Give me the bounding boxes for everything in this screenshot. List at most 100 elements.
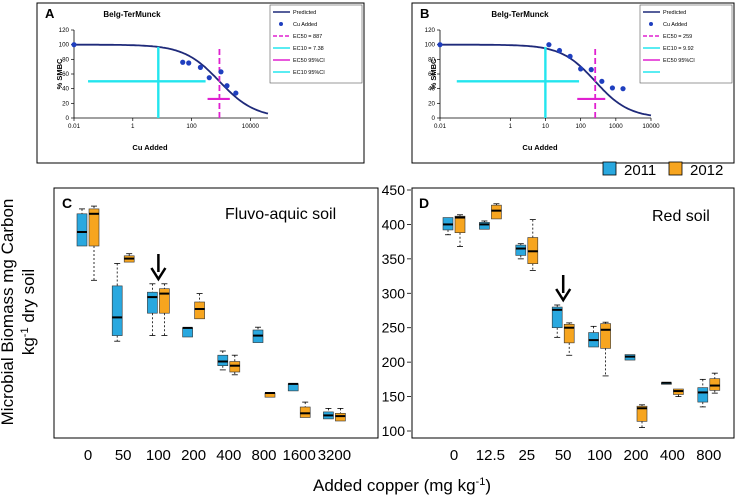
panel-d-x-tick-label: 400: [660, 447, 685, 464]
panel-d-y-tick-label: 450: [382, 182, 406, 198]
ylabel-line2-sup: -1: [19, 327, 31, 337]
panel-a-cu-point: [71, 42, 77, 48]
panel-c-x-tick-label: 800: [251, 447, 276, 464]
panel-a: A Belg-TerMunck Cu Added % SMBC 0.01 1 100…: [36, 2, 365, 164]
shared-xlabel: Added copper (mg kg-1): [313, 476, 491, 495]
panel-c-x-tick-label: 1600: [283, 447, 316, 464]
panel-c-x-tick-label: 200: [181, 447, 206, 464]
panel-a-y-tick-label: 0: [66, 115, 70, 122]
panel-a-y-tick-label: 20: [62, 100, 69, 107]
panel-d-y-tick-label: 250: [382, 320, 406, 336]
panel-b-y-tick-label: 100: [425, 42, 436, 49]
year-legend: 2011 2012: [602, 161, 723, 179]
legend-a-ec10ci: EC10 95%CI: [293, 70, 325, 76]
panel-b-cu-point: [620, 86, 626, 92]
panel-a-y-tick-label: 80: [62, 56, 69, 63]
panel-c-box-2012: [159, 288, 170, 314]
legend-b-ec50: EC50 = 259: [663, 34, 692, 40]
panel-b-cu-point: [588, 67, 594, 73]
panel-d-box-2011: [515, 244, 527, 256]
panel-a-x-tick-label: 10000: [242, 123, 260, 130]
legend-b-predicted: Predicted: [663, 10, 686, 16]
legend-a-ec50ci: EC50 95%CI: [293, 58, 325, 64]
panel-d-box-2012: [636, 405, 648, 422]
panel-a-legend: Predicted Cu Added EC50 = 887 EC10 = 7.3…: [269, 4, 363, 84]
panel-b-cu-point: [556, 47, 563, 54]
panel-c-x-tick-label: 3200: [318, 447, 351, 464]
panel-a-plot: 0.01 1 100 10000 0 20 40 60 80 100 120: [59, 27, 269, 130]
panel-d: D Red soil 100 150 200 250 300 350 400 450 0 12.5…: [382, 182, 735, 464]
panel-a-label: A: [45, 6, 55, 21]
panel-c-box-2012: [229, 361, 241, 373]
panel-b-y-tick-label: 60: [428, 71, 435, 78]
panel-c-x-tick-label: 50: [115, 447, 132, 464]
panel-a-cu-point: [197, 64, 204, 70]
panel-b-cu-point: [578, 66, 584, 72]
panel-b-y-tick-label: 80: [428, 56, 435, 63]
panel-d-box-2012: [491, 204, 502, 220]
panel-b-xlabel: Cu Added: [522, 143, 558, 152]
panel-d-box-2012: [709, 378, 721, 391]
panel-d-title: Red soil: [652, 208, 710, 225]
panel-d-box-2011: [479, 222, 490, 230]
panel-b-legend-box: [639, 4, 733, 84]
panel-d-y-tick-label: 200: [382, 354, 406, 370]
ylabel-line2: kg-1 dry soil: [19, 269, 38, 355]
legend-b-ec10: EC10 = 9.92: [663, 46, 694, 52]
panel-a-x-tick-label: 1: [131, 123, 135, 130]
panel-b-cu-point: [437, 42, 443, 48]
panel-d-box-2011: [697, 387, 709, 403]
panel-d-plot: 100 150 200 250 300 350 400 450 0 12.5 25 50 100 200 4…: [382, 182, 722, 464]
panel-d-box-2012: [600, 323, 611, 349]
panel-d-box-2011: [551, 306, 563, 329]
panel-b-title: Belg-TerMunck: [491, 10, 549, 19]
panel-a-xlabel: Cu Added: [132, 143, 168, 152]
shared-ylabel: Microbial Biomass mg Carbon: [0, 199, 17, 426]
panel-a-x-tick-label: 0.01: [68, 123, 81, 130]
panel-d-y-tick-label: 100: [382, 423, 406, 439]
legend-a-predicted: Predicted: [293, 10, 316, 16]
panel-a-cu-point: [186, 60, 192, 66]
panel-a-x-tick-label: 100: [186, 123, 197, 130]
panel-d-box-2012: [563, 323, 575, 344]
panel-c-box-2011: [217, 354, 229, 367]
panel-d-y-tick-label: 300: [382, 285, 406, 301]
panel-a-cu-point: [224, 83, 230, 89]
panel-b-label: B: [420, 6, 429, 21]
panel-d-x-tick-label: 50: [555, 447, 572, 464]
panel-d-x-tick-label: 800: [696, 447, 721, 464]
panel-c-box-2011: [111, 285, 123, 336]
panel-a-predicted-curve: [74, 43, 269, 115]
panel-b-cu-point: [609, 85, 616, 91]
legend-b-ec50ci: EC50 95%CI: [663, 58, 695, 64]
panel-b-plot: 0.01 1 10 100 1000 10000 0 20 40 60 80 100 120: [425, 27, 660, 130]
panel-d-x-tick-label: 0: [450, 447, 458, 464]
ylabel-line2-post: dry soil: [19, 269, 38, 328]
ylabel-line1: Microbial Biomass mg Carbon: [0, 199, 17, 426]
panel-b-legend: Predicted Cu Added EC50 = 259 EC10 = 9.9…: [639, 4, 733, 84]
panel-d-x-tick-label: 25: [518, 447, 535, 464]
panel-c-box-2012: [88, 208, 100, 247]
panel-c-box-2011: [182, 327, 193, 338]
panel-a-cu-point: [218, 69, 224, 75]
panel-b-x-tick-label: 10: [542, 123, 549, 130]
panel-b-y-tick-label: 40: [428, 86, 435, 93]
panel-d-box-2012: [454, 215, 466, 233]
legend-a-ec10: EC10 = 7.38: [293, 46, 324, 52]
panel-c: C Fluvo-aquic soil 0 50 100 200 400 800 1600 32…: [53, 187, 379, 464]
panel-c-title: Fluvo-aquic soil: [225, 206, 336, 223]
panel-c-box-2012: [194, 301, 205, 320]
panel-b-ylabel: % SMBC: [429, 58, 438, 89]
panel-c-x-tick-label: 400: [216, 447, 241, 464]
panel-a-cu-point: [206, 75, 212, 81]
panel-b-x-tick-label: 10000: [642, 123, 660, 130]
panel-c-box-2011: [147, 291, 158, 314]
panel-d-x-tick-label: 12.5: [476, 447, 505, 464]
panel-a-y-tick-label: 100: [59, 42, 70, 49]
legend-2012-label: 2012: [690, 162, 723, 179]
panel-a-title: Belg-TerMunck: [103, 10, 161, 19]
ylabel-line2-pre: kg: [19, 337, 38, 355]
panel-d-y-tick-label: 400: [382, 216, 406, 232]
panel-b-x-tick-label: 1000: [609, 123, 623, 130]
panel-c-frame: [53, 187, 379, 439]
